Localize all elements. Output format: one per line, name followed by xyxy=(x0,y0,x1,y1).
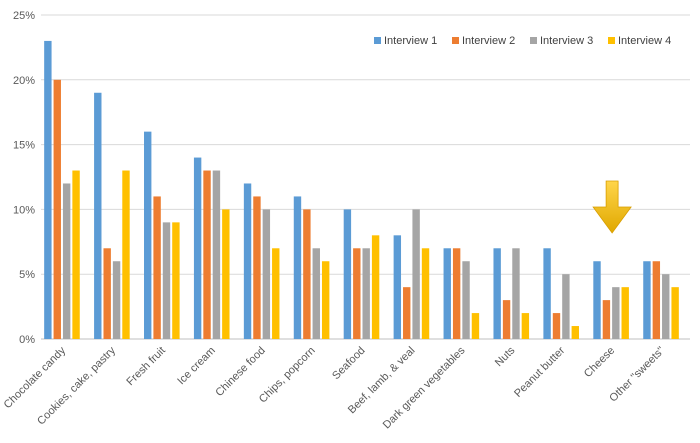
bar xyxy=(571,326,579,339)
bar xyxy=(272,248,280,339)
bar xyxy=(293,196,302,339)
legend-label: Interview 4 xyxy=(618,35,671,47)
bar xyxy=(44,40,52,340)
bar xyxy=(662,274,670,339)
bar xyxy=(462,261,470,339)
bar xyxy=(643,261,651,339)
x-tick-label: Seafood xyxy=(330,345,367,382)
bar xyxy=(94,92,102,339)
y-tick-label: 15% xyxy=(13,140,35,152)
legend-label: Interview 2 xyxy=(462,35,515,47)
bar xyxy=(452,248,461,339)
bar xyxy=(371,235,380,339)
bar xyxy=(343,209,352,339)
bar xyxy=(552,313,561,339)
bar xyxy=(593,261,601,339)
bar xyxy=(621,287,629,339)
legend-swatch xyxy=(452,37,459,44)
bar xyxy=(612,287,620,339)
bar xyxy=(243,183,252,339)
legend-swatch xyxy=(530,37,537,44)
bar xyxy=(521,313,530,339)
x-tick-label: Cheese xyxy=(582,345,617,380)
bar xyxy=(353,248,361,339)
bars xyxy=(44,40,679,340)
bar xyxy=(172,222,180,339)
y-tick-label: 10% xyxy=(13,204,35,216)
bar xyxy=(303,209,311,339)
y-tick-label: 5% xyxy=(19,269,35,281)
bar xyxy=(321,261,330,339)
bar xyxy=(103,248,111,339)
bar xyxy=(62,183,71,339)
bar xyxy=(493,248,501,339)
bar xyxy=(312,248,320,339)
legend-label: Interview 3 xyxy=(540,35,593,47)
x-tick-label: Nuts xyxy=(493,344,518,369)
legend-swatch xyxy=(374,37,381,44)
bar xyxy=(471,313,480,339)
bar xyxy=(72,170,80,339)
bar xyxy=(562,274,570,339)
bar xyxy=(502,300,511,339)
legend: Interview 1 Interview 2 Interview 3 Intervi… xyxy=(374,35,671,47)
x-tick-label: Peanut butter xyxy=(512,344,567,399)
bar xyxy=(112,261,121,339)
bar xyxy=(443,248,451,339)
bar xyxy=(153,196,161,339)
bar xyxy=(512,248,520,339)
bar xyxy=(122,170,130,339)
bar xyxy=(543,248,551,339)
annotations xyxy=(592,180,632,234)
bar xyxy=(203,170,211,339)
bar xyxy=(53,79,61,340)
y-tick-label: 25% xyxy=(13,10,35,22)
y-axis-ticks: 0% 5% 10% 15% 20% 25% xyxy=(13,10,35,346)
bar xyxy=(253,196,261,339)
x-tick-label: Chinese food xyxy=(213,345,267,399)
legend-swatch xyxy=(608,37,615,44)
bar xyxy=(362,248,370,339)
bar xyxy=(193,157,202,339)
bar xyxy=(602,300,611,339)
x-tick-label: Fresh fruit xyxy=(124,345,167,388)
bar xyxy=(222,209,230,339)
y-tick-label: 20% xyxy=(13,75,35,87)
bar xyxy=(144,131,152,339)
legend-label: Interview 1 xyxy=(384,35,437,47)
bar xyxy=(393,235,402,339)
bar xyxy=(652,261,661,339)
down-arrow-icon xyxy=(592,180,632,234)
bar xyxy=(403,287,411,339)
bar xyxy=(262,209,271,339)
x-tick-label: Ice cream xyxy=(175,345,218,388)
bar xyxy=(421,248,430,339)
bar xyxy=(162,222,171,339)
x-tick-label: Dark green vegetables xyxy=(381,344,468,431)
y-tick-label: 0% xyxy=(19,334,35,346)
bar xyxy=(671,287,679,339)
bar xyxy=(412,209,420,339)
bar xyxy=(212,170,221,339)
